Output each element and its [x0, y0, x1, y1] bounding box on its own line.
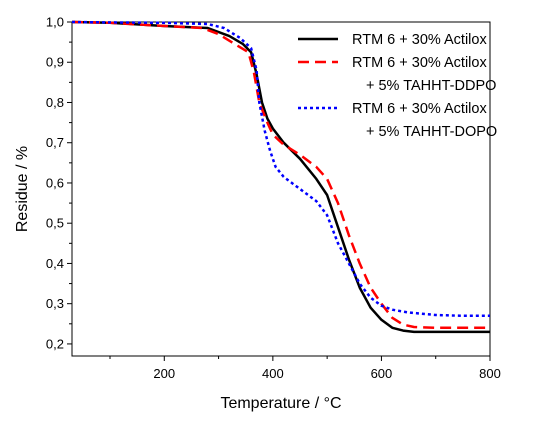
series-line-2 [71, 20, 490, 330]
x-tick-label: 400 [262, 366, 284, 381]
x-tick-label: 800 [479, 366, 501, 381]
y-tick-label: 1,0 [46, 15, 64, 30]
series-line-1 [71, 20, 490, 334]
y-axis-title: Residue / % [14, 146, 31, 232]
legend-label-2: RTM 6 + 30% Actilox [352, 55, 487, 71]
legend-label-1: RTM 6 + 30% Actilox [352, 32, 487, 48]
x-tick-label: 600 [371, 366, 393, 381]
legend-label-3: RTM 6 + 30% Actilox [352, 101, 487, 117]
legend: RTM 6 + 30% Actilox RTM 6 + 30% Actilox + … [298, 32, 497, 140]
series-layer [71, 20, 490, 334]
x-tick-label: 200 [153, 366, 175, 381]
y-tick-label: 0,4 [46, 256, 64, 271]
y-tick-label: 0,5 [46, 216, 64, 231]
y-tick-label: 0,3 [46, 296, 64, 311]
axes [71, 21, 491, 357]
y-tick-label: 0,7 [46, 135, 64, 150]
y-tick-label: 0,2 [46, 336, 64, 351]
legend-label-3: + 5% TAHHT-DOPO [366, 124, 497, 140]
plot-frame [71, 21, 491, 357]
series-line-3 [71, 20, 490, 318]
y-tick-label: 0,9 [46, 55, 64, 70]
y-tick-label: 0,6 [46, 175, 64, 190]
x-axis-title: Temperature / °C [220, 395, 341, 412]
y-tick-label: 0,8 [46, 95, 64, 110]
legend-label-2: + 5% TAHHT-DDPO [366, 78, 496, 94]
axis-ticks: 200 400 600 800 0,2 0,3 0,4 0,5 0,6 0,7 0,8 0,9 1,0 [46, 15, 501, 382]
